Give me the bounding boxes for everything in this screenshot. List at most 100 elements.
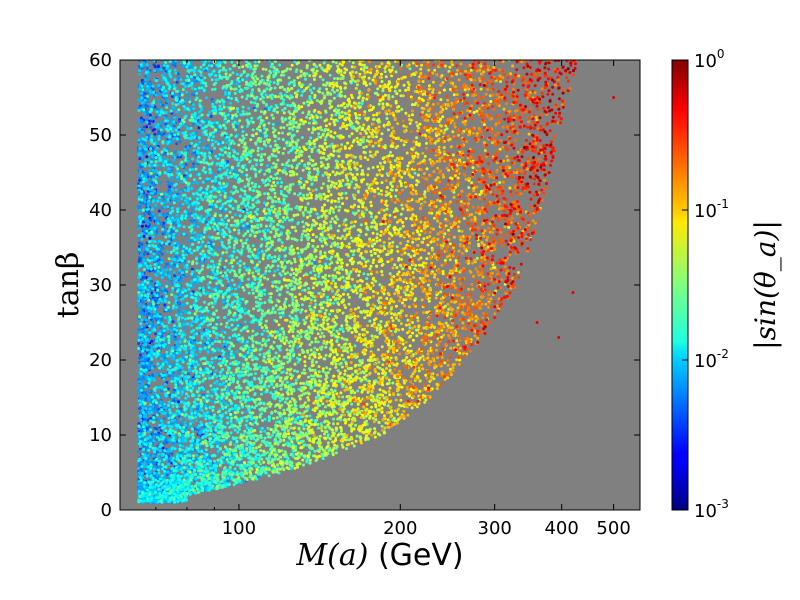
scatter-point <box>242 173 246 177</box>
scatter-point <box>165 94 169 98</box>
scatter-point <box>138 69 141 73</box>
scatter-point <box>154 355 158 359</box>
scatter-point <box>224 347 228 351</box>
scatter-point <box>178 302 182 306</box>
scatter-point <box>208 466 212 470</box>
scatter-point <box>137 385 141 389</box>
scatter-point <box>176 499 180 503</box>
scatter-point <box>155 255 159 259</box>
scatter-point <box>193 238 197 242</box>
scatter-point <box>167 271 171 274</box>
scatter-point <box>190 350 193 354</box>
scatter-point <box>143 82 147 86</box>
scatter-point <box>151 287 155 291</box>
scatter-point <box>211 102 215 106</box>
scatter-point <box>138 72 142 76</box>
scatter-point <box>193 80 197 84</box>
scatter-point <box>166 205 170 209</box>
scatter-point <box>138 215 142 219</box>
scatter-point <box>193 57 196 60</box>
scatter-point <box>148 227 152 231</box>
scatter-point <box>146 57 149 60</box>
scatter-point <box>157 437 161 441</box>
scatter-point <box>277 122 280 125</box>
scatter-point <box>137 338 141 342</box>
scatter-point <box>184 249 188 253</box>
scatter-point <box>172 120 176 124</box>
scatter-point <box>276 181 280 185</box>
scatter-point <box>181 360 185 364</box>
scatter-point <box>167 346 171 350</box>
scatter-point <box>162 345 166 348</box>
scatter-point <box>151 235 155 239</box>
scatter-point <box>145 125 148 129</box>
scatter-point <box>173 258 177 262</box>
scatter-point <box>206 337 210 340</box>
scatter-point <box>178 293 182 297</box>
scatter-point <box>197 160 201 164</box>
scatter-point <box>138 311 142 315</box>
scatter-point <box>172 374 176 378</box>
scatter-point <box>224 68 228 72</box>
scatter-point <box>234 213 238 217</box>
scatter-point <box>142 462 146 466</box>
scatter-point <box>196 363 200 367</box>
scatter-point <box>167 462 171 466</box>
scatter-point <box>192 148 196 152</box>
scatter-point <box>217 247 221 251</box>
scatter-point <box>138 395 142 399</box>
scatter-point <box>137 387 141 391</box>
scatter-point <box>159 443 163 447</box>
scatter-point <box>146 112 149 116</box>
scatter-point <box>152 439 156 443</box>
scatter-point <box>196 225 200 229</box>
scatter-point <box>152 199 155 203</box>
scatter-point <box>140 318 144 322</box>
scatter-point <box>170 216 174 220</box>
scatter-point <box>162 329 166 333</box>
scatter-point <box>146 187 150 191</box>
scatter-point <box>145 87 149 91</box>
scatter-point <box>248 176 252 180</box>
scatter-point <box>171 320 175 324</box>
scatter-point <box>137 487 141 491</box>
scatter-point <box>232 353 236 357</box>
scatter-point <box>150 410 153 414</box>
scatter-point <box>154 93 158 97</box>
scatter-point <box>190 272 194 276</box>
scatter-point <box>200 408 204 412</box>
scatter-point <box>198 57 201 60</box>
scatter-point <box>146 76 150 80</box>
scatter-point <box>225 277 229 281</box>
scatter-point <box>166 64 169 68</box>
scatter-point <box>197 126 201 130</box>
scatter-point <box>145 63 149 67</box>
scatter-point <box>176 72 180 76</box>
scatter-point <box>153 372 157 376</box>
scatter-point <box>151 373 155 377</box>
scatter-point <box>215 336 219 340</box>
scatter-point <box>244 423 248 427</box>
scatter-point <box>158 423 162 427</box>
scatter-point <box>313 56 316 59</box>
scatter-point <box>235 82 239 86</box>
scatter-point <box>212 69 216 73</box>
scatter-point <box>179 189 183 193</box>
scatter-point <box>148 113 152 117</box>
scatter-point <box>147 158 151 162</box>
scatter-point <box>166 100 170 104</box>
scatter-point <box>214 426 218 430</box>
scatter-point <box>221 153 225 157</box>
scatter-point <box>169 181 173 185</box>
scatter-point <box>137 203 141 207</box>
scatter-point <box>137 304 141 307</box>
scatter-point <box>138 55 141 58</box>
scatter-point <box>263 292 267 296</box>
scatter-point <box>262 329 266 333</box>
scatter-point <box>195 332 199 336</box>
scatter-point <box>146 345 150 349</box>
scatter-point <box>141 361 145 365</box>
scatter-point <box>160 322 164 326</box>
scatter-point <box>236 261 240 265</box>
scatter-point <box>145 120 149 124</box>
